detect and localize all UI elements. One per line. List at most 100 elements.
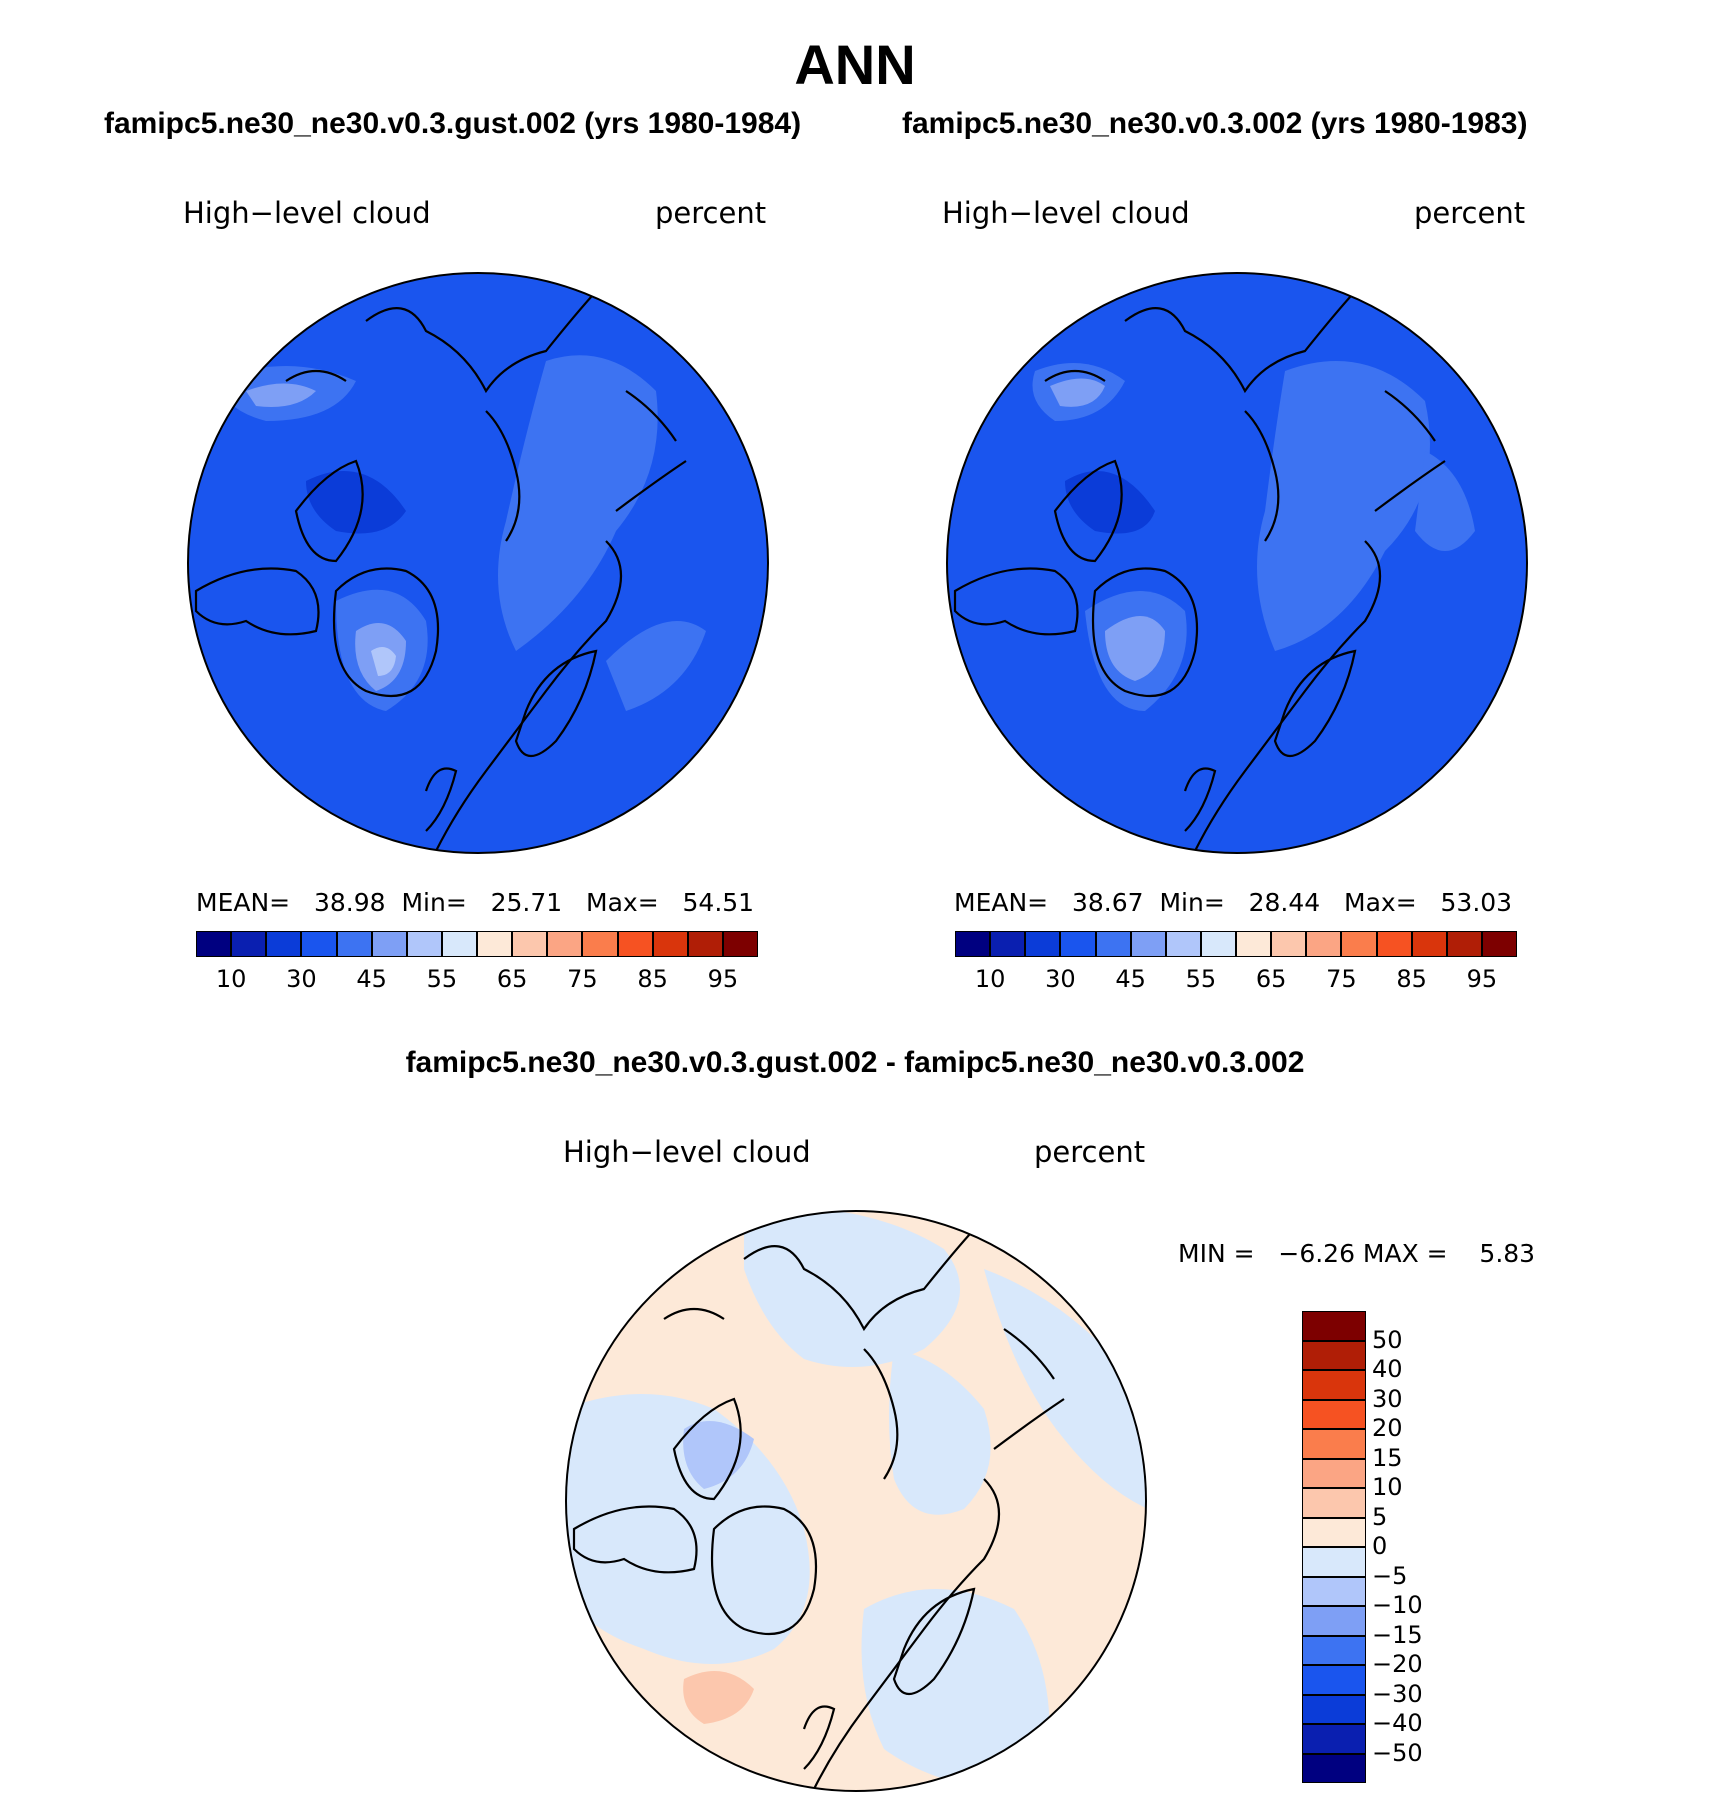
right-colorbar-tick-label: 65 <box>1255 965 1287 993</box>
diff-colorbar-swatch <box>1302 1753 1366 1783</box>
right-colorbar-tick-label: 75 <box>1326 965 1357 993</box>
diff-colorbar-tick-label: −50 <box>1372 1738 1423 1767</box>
right-colorbar-swatch <box>1095 931 1131 957</box>
right-stats: MEAN= 38.67 Min= 28.44 Max= 53.03 <box>954 888 1512 917</box>
diff-colorbar-tick-label: 50 <box>1372 1325 1403 1354</box>
left-colorbar-swatch <box>652 931 688 957</box>
left-colorbar-swatch <box>301 931 337 957</box>
right-colorbar-tick-label: 55 <box>1185 965 1217 993</box>
left-colorbar-tick-label: 30 <box>286 965 317 993</box>
right-colorbar-swatch <box>955 931 991 957</box>
diff-units-label: percent <box>1034 1135 1146 1169</box>
left-mean-value: 38.98 <box>313 888 386 917</box>
left-max-value: 54.51 <box>682 888 755 917</box>
right-colorbar-swatch <box>1271 931 1307 957</box>
left-colorbar-tick-label: 10 <box>215 965 247 993</box>
main-title: ANN <box>794 33 916 96</box>
right-colorbar: 10 30 45 55 65 75 85 95 <box>955 931 1517 993</box>
left-colorbar-swatch <box>406 931 442 957</box>
diff-colorbar-swatch <box>1302 1488 1366 1518</box>
left-colorbar-swatch <box>512 931 548 957</box>
diff-colorbar-swatch <box>1302 1340 1366 1370</box>
left-colorbar-swatch <box>477 931 513 957</box>
diff-colorbar-swatch <box>1302 1370 1366 1400</box>
right-colorbar-swatch <box>1130 931 1166 957</box>
left-max-label: Max= <box>586 888 659 917</box>
right-min-label: Min= <box>1159 888 1225 917</box>
right-colorbar-tick-label: 30 <box>1045 965 1076 993</box>
diff-colorbar-swatch <box>1302 1694 1366 1724</box>
diff-colorbar-tick-label: −40 <box>1372 1709 1423 1737</box>
diff-colorbar-swatch <box>1302 1399 1366 1429</box>
right-mean-value: 38.67 <box>1071 888 1144 917</box>
left-colorbar-swatch <box>336 931 372 957</box>
diff-colorbar-tick-label: −5 <box>1372 1561 1408 1590</box>
diff-colorbar-tick-label: 15 <box>1372 1443 1403 1472</box>
left-min-label: Min= <box>401 888 467 917</box>
right-colorbar-swatch <box>1060 931 1096 957</box>
right-colorbar-swatch <box>1376 931 1412 957</box>
left-colorbar-tick-label: 95 <box>707 965 739 993</box>
left-colorbar-swatch <box>722 931 758 957</box>
left-colorbar-swatch <box>231 931 267 957</box>
left-colorbar-swatch <box>441 931 477 957</box>
diff-colorbar-tick-label: 5 <box>1372 1502 1388 1531</box>
right-colorbar-swatch <box>1481 931 1517 957</box>
left-variable-label: High−level cloud <box>183 196 431 230</box>
left-case-title: famipc5.ne30_ne30.v0.3.gust.002 (yrs 198… <box>104 107 802 140</box>
right-colorbar-swatch <box>1236 931 1272 957</box>
left-colorbar-tick-label: 65 <box>496 965 528 993</box>
diff-variable-label: High−level cloud <box>563 1135 811 1169</box>
left-polar-map <box>187 272 769 854</box>
left-colorbar-swatch <box>687 931 723 957</box>
left-mean-label: MEAN= <box>196 888 291 917</box>
diff-colorbar-tick-label: −30 <box>1372 1679 1423 1708</box>
right-units-label: percent <box>1414 196 1526 230</box>
right-colorbar-swatch <box>1411 931 1447 957</box>
diff-colorbar-swatch <box>1302 1724 1366 1754</box>
right-colorbar-swatch <box>1306 931 1342 957</box>
diff-min-max: MIN = −6.26 MAX = 5.83 <box>1178 1239 1536 1268</box>
left-colorbar-tick-label: 85 <box>637 965 668 993</box>
right-colorbar-swatch <box>1341 931 1377 957</box>
diff-colorbar-swatch <box>1302 1547 1366 1577</box>
diff-colorbar-tick-label: 40 <box>1372 1355 1403 1383</box>
right-colorbar-tick-label: 85 <box>1396 965 1427 993</box>
diff-title: famipc5.ne30_ne30.v0.3.gust.002 - famipc… <box>405 1046 1305 1079</box>
diff-colorbar-swatch <box>1302 1517 1366 1547</box>
diff-polar-map <box>565 1210 1147 1792</box>
diff-colorbar-swatch <box>1302 1458 1366 1488</box>
diff-colorbar-tick-label: 0 <box>1372 1532 1388 1560</box>
diff-colorbar-swatch <box>1302 1429 1366 1459</box>
diff-colorbar-swatch <box>1302 1606 1366 1636</box>
right-colorbar-swatch <box>1200 931 1236 957</box>
right-max-label: Max= <box>1344 888 1417 917</box>
right-colorbar-swatch <box>1165 931 1201 957</box>
right-colorbar-swatch <box>990 931 1026 957</box>
diff-colorbar: 50 40 30 20 15 10 5 0 −5 −10 −15 −20 −30 −40 −50 <box>1302 1311 1462 1783</box>
left-units-label: percent <box>655 196 767 230</box>
left-colorbar-swatch <box>617 931 653 957</box>
right-colorbar-tick-label: 45 <box>1115 965 1146 993</box>
right-colorbar-tick-label: 95 <box>1466 965 1498 993</box>
left-colorbar: 10 30 45 55 65 75 85 95 <box>196 931 758 993</box>
diff-colorbar-tick-label: 30 <box>1372 1384 1403 1413</box>
diff-colorbar-tick-label: 20 <box>1372 1414 1403 1442</box>
left-colorbar-tick-label: 55 <box>426 965 458 993</box>
right-colorbar-tick-label: 10 <box>974 965 1006 993</box>
left-stats: MEAN= 38.98 Min= 25.71 Max= 54.51 <box>196 888 754 917</box>
diff-colorbar-swatch <box>1302 1311 1366 1341</box>
left-colorbar-swatch <box>547 931 583 957</box>
right-colorbar-swatch <box>1025 931 1061 957</box>
diff-colorbar-tick-label: −20 <box>1372 1650 1423 1678</box>
diff-colorbar-swatch <box>1302 1576 1366 1606</box>
right-variable-label: High−level cloud <box>942 196 1190 230</box>
right-polar-map <box>946 272 1528 854</box>
right-max-value: 53.03 <box>1440 888 1513 917</box>
right-case-title: famipc5.ne30_ne30.v0.3.002 (yrs 1980-198… <box>902 107 1528 140</box>
diff-colorbar-swatch <box>1302 1665 1366 1695</box>
left-colorbar-swatch <box>371 931 407 957</box>
left-colorbar-tick-label: 75 <box>567 965 598 993</box>
left-colorbar-swatch <box>582 931 618 957</box>
left-colorbar-swatch <box>266 931 302 957</box>
